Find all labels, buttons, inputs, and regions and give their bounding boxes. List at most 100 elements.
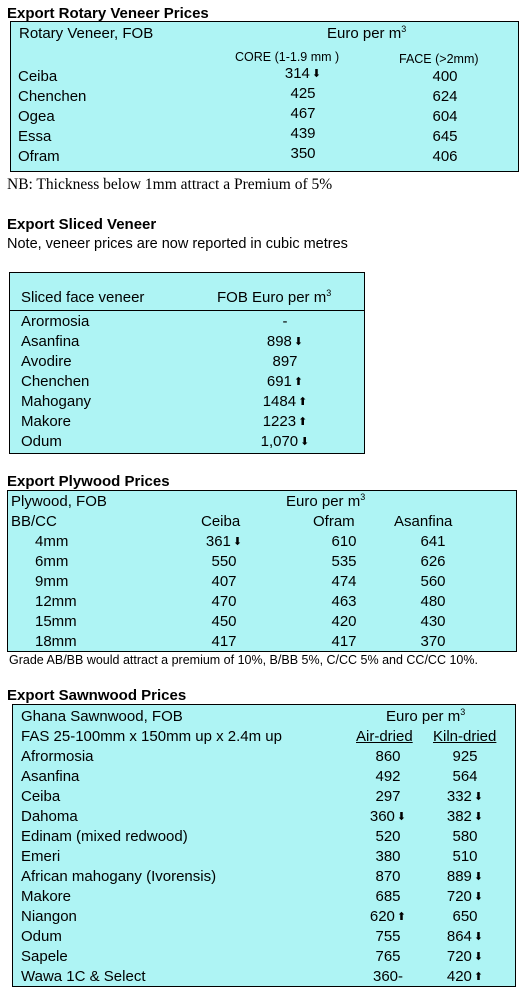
plywood-row-size: 9mm bbox=[35, 573, 69, 590]
sawnwood-row-kiln: 864 ⬇ bbox=[446, 928, 484, 945]
sawnwood-row-name: Sapele bbox=[21, 948, 68, 965]
plywood-row-ceiba: 550 bbox=[211, 553, 237, 570]
sawnwood-row-name: Makore bbox=[21, 888, 72, 905]
arrow-down-icon: ⬇ bbox=[293, 336, 304, 348]
sawnwood-row-kiln: 510 bbox=[452, 848, 478, 865]
plywood-row-ofram: 474 bbox=[331, 573, 357, 590]
sawnwood-col-kiln: Kiln-dried bbox=[433, 728, 497, 745]
arrow-up-icon: ⬆ bbox=[473, 971, 484, 983]
rotary-header-unit: Euro per m3 bbox=[327, 24, 407, 43]
sawnwood-row-air: 765 bbox=[375, 948, 401, 965]
sliced-row-name: Makore bbox=[21, 413, 72, 430]
plywood-row-asanfina: 370 bbox=[420, 633, 446, 650]
plywood-col-ceiba: Ceiba bbox=[201, 513, 241, 530]
sliced-row-name: Mahogany bbox=[21, 393, 92, 410]
sliced-header-left: Sliced face veneer bbox=[21, 289, 145, 306]
plywood-row-ofram: 535 bbox=[331, 553, 357, 570]
plywood-row-size: 6mm bbox=[35, 553, 69, 570]
sliced-row-name: Arormosia bbox=[21, 313, 90, 330]
sawnwood-row-air: 492 bbox=[375, 768, 401, 785]
plywood-row-asanfina: 626 bbox=[420, 553, 446, 570]
arrow-down-icon: ⬇ bbox=[311, 68, 322, 80]
rotary-title: Export Rotary Veneer Prices bbox=[7, 5, 209, 22]
sawnwood-row-air: 620 ⬆ bbox=[369, 908, 407, 925]
sawnwood-row-kiln: 720 ⬇ bbox=[446, 948, 484, 965]
plywood-row-ofram: 417 bbox=[331, 633, 357, 650]
sliced-row-name: Avodire bbox=[21, 353, 72, 370]
sawnwood-row-name: Wawa 1C & Select bbox=[21, 968, 146, 985]
plywood-title: Export Plywood Prices bbox=[7, 473, 170, 490]
sawnwood-row-air: 870 bbox=[375, 868, 401, 885]
plywood-row-size: 12mm bbox=[35, 593, 77, 610]
sliced-row-value: 897 bbox=[272, 353, 298, 370]
sawnwood-row-air: 755 bbox=[375, 928, 401, 945]
sawnwood-row-air: 360- bbox=[372, 968, 404, 985]
arrow-down-icon: ⬇ bbox=[473, 931, 484, 943]
plywood-row-asanfina: 430 bbox=[420, 613, 446, 630]
plywood-row-size: 18mm bbox=[35, 633, 77, 650]
arrow-down-icon: ⬇ bbox=[300, 436, 310, 448]
plywood-table: Plywood, FOB Euro per m3 BB/CC Ceiba Ofr… bbox=[7, 490, 517, 652]
arrow-up-icon: ⬆ bbox=[396, 911, 407, 923]
sawnwood-row-air: 860 bbox=[375, 748, 401, 765]
plywood-row-ceiba: 407 bbox=[211, 573, 237, 590]
rotary-row-core: 350 bbox=[290, 145, 316, 162]
plywood-col-ofram: Ofram bbox=[313, 513, 355, 530]
sawnwood-row-name: African mahogany (Ivorensis) bbox=[21, 868, 217, 885]
sawnwood-row-air: 380 bbox=[375, 848, 401, 865]
sawnwood-row-kiln: 382 ⬇ bbox=[446, 808, 484, 825]
sawnwood-header-left: Ghana Sawnwood, FOB bbox=[21, 708, 183, 725]
arrow-up-icon: ⬆ bbox=[298, 416, 308, 428]
rotary-row-core: 314 ⬇ bbox=[284, 65, 322, 82]
plywood-row-ceiba: 417 bbox=[211, 633, 237, 650]
sliced-row-name: Asanfina bbox=[21, 333, 80, 350]
rotary-col-core: CORE (1-1.9 mm ) bbox=[235, 50, 340, 64]
sliced-row-name: Chenchen bbox=[21, 373, 90, 390]
sawnwood-row-name: Odum bbox=[21, 928, 62, 945]
plywood-row-size: 15mm bbox=[35, 613, 77, 630]
sliced-header-divider bbox=[10, 310, 364, 311]
plywood-header-left: Plywood, FOB bbox=[11, 493, 107, 510]
sliced-title: Export Sliced Veneer bbox=[7, 216, 157, 233]
plywood-header-unit: Euro per m3 bbox=[286, 492, 366, 511]
sawnwood-col-air: Air-dried bbox=[356, 728, 413, 745]
sliced-row-value: 898 ⬇ bbox=[266, 333, 304, 350]
plywood-row-size: 4mm bbox=[35, 533, 69, 550]
rotary-row-name: Ofram bbox=[18, 148, 60, 165]
rotary-row-name: Ceiba bbox=[18, 68, 58, 85]
sawnwood-row-kiln: 564 bbox=[452, 768, 478, 785]
sliced-row-value: 1223 ⬆ bbox=[262, 413, 308, 430]
plywood-row-ofram: 420 bbox=[331, 613, 357, 630]
sawnwood-row-air: 520 bbox=[375, 828, 401, 845]
rotary-row-name: Essa bbox=[18, 128, 52, 145]
rotary-row-name: Ogea bbox=[18, 108, 55, 125]
sliced-header-right: FOB Euro per m3 bbox=[217, 288, 332, 307]
plywood-col-asanfina: Asanfina bbox=[394, 513, 453, 530]
sliced-note: Note, veneer prices are now reported in … bbox=[7, 236, 348, 252]
plywood-note: Grade AB/BB would attract a premium of 1… bbox=[9, 653, 478, 667]
rotary-row-core: 439 bbox=[290, 125, 316, 142]
plywood-row-ceiba: 361 ⬇ bbox=[205, 533, 243, 550]
rotary-row-name: Chenchen bbox=[18, 88, 87, 105]
plywood-row-ceiba: 470 bbox=[211, 593, 237, 610]
rotary-header-left: Rotary Veneer, FOB bbox=[19, 25, 154, 42]
sawnwood-header-unit: Euro per m3 bbox=[386, 707, 466, 726]
sliced-row-value: 1,070 ⬇ bbox=[260, 433, 310, 450]
arrow-up-icon: ⬆ bbox=[298, 396, 308, 408]
plywood-row-ceiba: 450 bbox=[211, 613, 237, 630]
sawnwood-row-kiln: 650 bbox=[452, 908, 478, 925]
sawnwood-row-name: Asanfina bbox=[21, 768, 80, 785]
sawnwood-row-kiln: 889 ⬇ bbox=[446, 868, 484, 885]
sawnwood-row-name: Edinam (mixed redwood) bbox=[21, 828, 188, 845]
rotary-col-face: FACE (>2mm) bbox=[399, 52, 479, 66]
rotary-table: Rotary Veneer, FOB Euro per m3 CORE (1-1… bbox=[10, 21, 519, 172]
sliced-row-value: 1484 ⬆ bbox=[262, 393, 308, 410]
sawnwood-row-name: Emeri bbox=[21, 848, 61, 865]
plywood-row-asanfina: 560 bbox=[420, 573, 446, 590]
sawnwood-row-name: Ceiba bbox=[21, 788, 61, 805]
rotary-row-core: 425 bbox=[290, 85, 316, 102]
sawnwood-row-air: 360 ⬇ bbox=[369, 808, 407, 825]
sawnwood-header-spec: FAS 25-100mm x 150mm up x 2.4m up bbox=[21, 728, 282, 745]
rotary-row-face: 400 bbox=[432, 68, 458, 85]
sawnwood-row-kiln: 925 bbox=[452, 748, 478, 765]
